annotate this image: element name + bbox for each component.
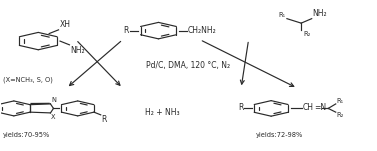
Text: (X=NCH₃, S, O): (X=NCH₃, S, O) [3,77,52,83]
Text: Pd/C, DMA, 120 °C, N₂: Pd/C, DMA, 120 °C, N₂ [146,61,231,69]
Text: R₁: R₁ [278,12,285,18]
Text: R: R [123,26,129,35]
Text: CH: CH [302,103,313,112]
Text: R: R [238,103,243,112]
Text: NH₂: NH₂ [70,46,85,55]
Text: R: R [101,115,107,124]
Text: R₂: R₂ [303,31,310,37]
Text: =N: =N [314,103,326,112]
Text: CH₂NH₂: CH₂NH₂ [188,26,217,35]
Text: H₂ + NH₃: H₂ + NH₃ [145,108,179,117]
Text: NH₂: NH₂ [313,9,327,18]
Text: XH: XH [59,20,70,29]
Text: yields:70-95%: yields:70-95% [3,132,50,138]
Text: R₁: R₁ [337,98,343,104]
Text: yields:72-98%: yields:72-98% [256,132,303,138]
Text: N: N [51,97,56,103]
Text: R₂: R₂ [337,112,344,118]
Text: X: X [51,114,56,120]
